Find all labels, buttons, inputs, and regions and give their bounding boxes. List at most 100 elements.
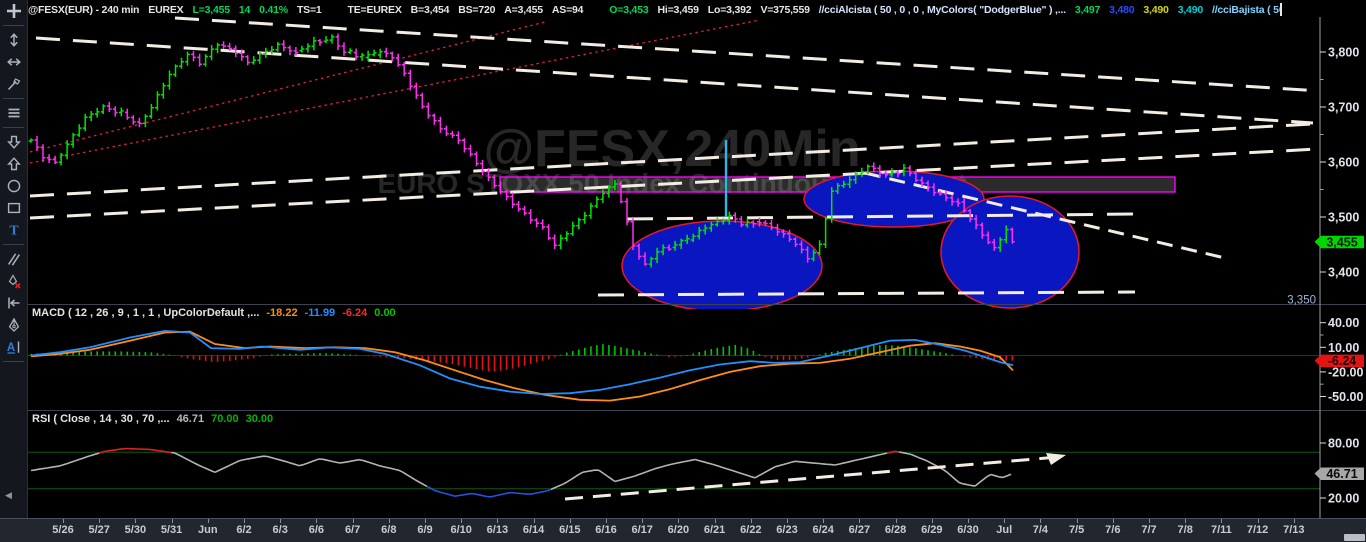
macd-axis-label: 10.00 [1328, 341, 1359, 355]
svg-text:46.71: 46.71 [1326, 467, 1357, 481]
descending-trendline[interactable] [35, 36, 1314, 125]
rsi-indicator-label: RSI ( Close , 14 , 30 , 70 ,... 46.71 70.0… [32, 413, 280, 425]
rsi-axis[interactable]: 80.00 20.00 46.71 [1314, 437, 1365, 506]
rising-wedge-lower[interactable] [29, 147, 1319, 220]
date-label: 6/29 [921, 524, 943, 536]
sidebar-collapse-arrow[interactable]: ◀ [5, 490, 12, 500]
menu-icon[interactable] [0, 102, 27, 124]
date-label: 6/15 [559, 524, 581, 536]
date-label: 6/17 [631, 524, 653, 536]
quote-field-18: 3,490 [1143, 4, 1169, 16]
date-label: 6/24 [812, 524, 834, 536]
date-label: 6/7 [344, 524, 361, 536]
drawing-toolbar: T A ◀ [0, 0, 28, 518]
arrow-up-icon[interactable] [0, 153, 27, 175]
time-tick [1257, 519, 1259, 523]
rectangle-tool-icon[interactable] [0, 197, 27, 219]
arrow-down-icon[interactable] [0, 131, 27, 153]
date-label: 6/16 [595, 524, 617, 536]
congestion-ellipse-1[interactable] [621, 220, 823, 311]
macd-axis[interactable]: 40.00 10.00 -20.00 -50.00 -6.24 [1314, 316, 1365, 404]
date-label: 6/8 [381, 524, 397, 536]
rising-channel-lower[interactable] [29, 19, 761, 164]
time-tick [425, 519, 426, 523]
ellipse-tool-icon[interactable] [0, 175, 27, 197]
rsi-panel[interactable] [28, 447, 1320, 501]
rsi-label-seg-2: 70.00 [211, 413, 239, 425]
date-label: 6/22 [740, 524, 762, 536]
time-tick [606, 519, 607, 523]
rsi-line-overbought [98, 447, 900, 454]
crosshair-plus-icon[interactable] [0, 0, 27, 22]
quote-field-0: @FESX(EUR) - 240 min [28, 4, 140, 16]
rising-channel-upper[interactable] [29, 21, 546, 153]
rsi-value-badge [1314, 467, 1364, 481]
erase-drawing-icon[interactable] [0, 270, 27, 292]
trendline-pencil-icon[interactable] [0, 73, 27, 95]
time-tick [388, 519, 390, 523]
macd-value-badge [1314, 354, 1364, 368]
horizontal-support-3500[interactable] [626, 212, 1139, 221]
time-tick [569, 519, 571, 523]
watermark-symbol: @FESX,240Min [483, 120, 860, 178]
horizontal-support-3360[interactable] [597, 290, 1136, 297]
text-tool-icon[interactable]: T [0, 219, 27, 241]
upper-resistance-line[interactable] [174, 16, 1320, 93]
rsi-label-seg-3: 30.00 [245, 413, 274, 425]
label-tool-icon[interactable]: A [0, 336, 27, 358]
down-bars [34, 33, 1015, 266]
rsi-trendline-arrowhead [1046, 453, 1066, 465]
date-label: 6/27 [848, 524, 871, 536]
snap-left-icon[interactable] [0, 292, 27, 314]
rising-wedge-upper[interactable] [29, 122, 1313, 198]
macd-signal-line [30, 330, 1014, 402]
parallel-lines-icon[interactable] [0, 248, 27, 270]
date-label: Jun [198, 524, 218, 536]
svg-text:A: A [6, 342, 14, 354]
date-label: Jul [996, 524, 1013, 536]
macd-indicator-label: MACD ( 12 , 26 , 9 , 1 , 1 , UpColorDefa… [32, 307, 403, 319]
quote-field-11: O=3,453 [609, 4, 649, 16]
macd-axis-label: -20.00 [1328, 365, 1363, 379]
macd-histogram-down [174, 355, 1014, 372]
time-tick [787, 519, 788, 523]
resize-corner[interactable] [1344, 534, 1365, 541]
date-label: 6/28 [884, 524, 907, 536]
price-axis-label: 3,800 [1328, 46, 1359, 60]
date-label: 6/23 [776, 524, 798, 536]
time-tick [280, 519, 282, 523]
move-horizontal-icon[interactable] [0, 51, 27, 73]
macd-axis-label: 40.00 [1328, 316, 1359, 330]
time-tick [533, 519, 535, 523]
time-tick [1185, 519, 1187, 523]
pen-tool-icon[interactable] [0, 314, 27, 336]
rsi-line [30, 451, 1012, 491]
time-tick [714, 519, 716, 523]
date-label: 6/21 [703, 524, 726, 536]
time-tick [1076, 519, 1078, 523]
quote-field-2: L=3,455 [192, 4, 230, 16]
price-axis-label: 3,500 [1328, 211, 1359, 225]
quote-field-8: BS=720 [458, 4, 496, 16]
time-tick [823, 519, 825, 523]
date-label: 6/9 [417, 524, 433, 536]
time-axis[interactable]: 5/26 5/27 5/30 5/31 Jun 6/2 6/3 6/6 6/7 6/8 6/9 6/1… [0, 518, 1366, 542]
rsi-axis-label: 80.00 [1328, 437, 1359, 451]
time-tick [1221, 519, 1223, 523]
date-label: 7/8 [1177, 524, 1193, 536]
time-tick [316, 519, 318, 523]
time-tick [461, 519, 463, 523]
time-tick [1112, 519, 1114, 523]
time-tick [859, 519, 861, 523]
price-panel[interactable]: @FESX,240MinEURO STOXX 50 Index Continuo… [28, 16, 1320, 311]
date-label: 7/5 [1068, 524, 1085, 536]
price-axis[interactable]: 3,800 3,700 3,600 3,500 3,400 3,350 3,455 [1287, 46, 1364, 307]
move-vertical-icon[interactable] [0, 29, 27, 51]
quote-field-9: A=3,455 [504, 4, 543, 16]
macd-panel[interactable] [28, 329, 1320, 402]
quote-field-6: TE=EUREX [347, 4, 402, 16]
time-tick [1293, 519, 1295, 523]
quote-field-4: 0.41% [259, 4, 288, 16]
date-label: 5/26 [52, 524, 74, 536]
